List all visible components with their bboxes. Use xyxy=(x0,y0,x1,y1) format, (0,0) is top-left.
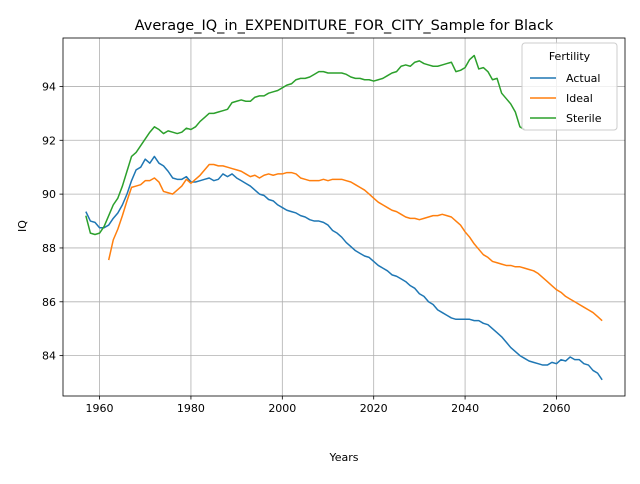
y-tick-label: 94 xyxy=(42,80,56,93)
x-tick-label: 1980 xyxy=(177,402,205,415)
legend-entry-ideal: Ideal xyxy=(530,92,593,105)
y-tick-label: 84 xyxy=(42,350,56,363)
legend-label: Ideal xyxy=(566,92,593,105)
series-line-sterile xyxy=(85,54,525,236)
y-tick-label: 90 xyxy=(42,188,56,201)
y-axis-ticks: 84 86 88 90 92 94 xyxy=(42,80,63,363)
series-line-actual xyxy=(85,155,603,381)
legend-entries: Actual Ideal Sterile xyxy=(530,72,602,125)
legend-entry-sterile: Sterile xyxy=(530,112,602,125)
x-tick-label: 2000 xyxy=(268,402,296,415)
legend-entry-actual: Actual xyxy=(530,72,600,85)
x-tick-label: 2040 xyxy=(451,402,479,415)
x-axis-ticks: 1960 1980 2000 2020 2040 2060 xyxy=(86,396,570,415)
axes-frame xyxy=(62,37,626,397)
chart-title: Average_IQ_in_EXPENDITURE_FOR_CITY_Sampl… xyxy=(135,18,554,34)
legend-title: Fertility xyxy=(549,50,591,63)
x-axis-label: Years xyxy=(328,451,358,464)
legend-box xyxy=(521,42,618,131)
legend: Fertility Actual Ideal Sterile xyxy=(521,42,618,131)
x-tick-label: 1960 xyxy=(86,402,114,415)
series-lines xyxy=(85,54,603,381)
y-tick-label: 92 xyxy=(42,134,56,147)
y-tick-label: 86 xyxy=(42,296,56,309)
y-tick-label: 88 xyxy=(42,242,56,255)
series-line-ideal xyxy=(107,163,603,322)
x-tick-label: 2020 xyxy=(360,402,388,415)
grid-lines xyxy=(63,38,625,396)
legend-label: Actual xyxy=(566,72,600,85)
y-axis-label: IQ xyxy=(16,220,29,232)
x-tick-label: 2060 xyxy=(542,402,570,415)
legend-label: Sterile xyxy=(566,112,602,125)
